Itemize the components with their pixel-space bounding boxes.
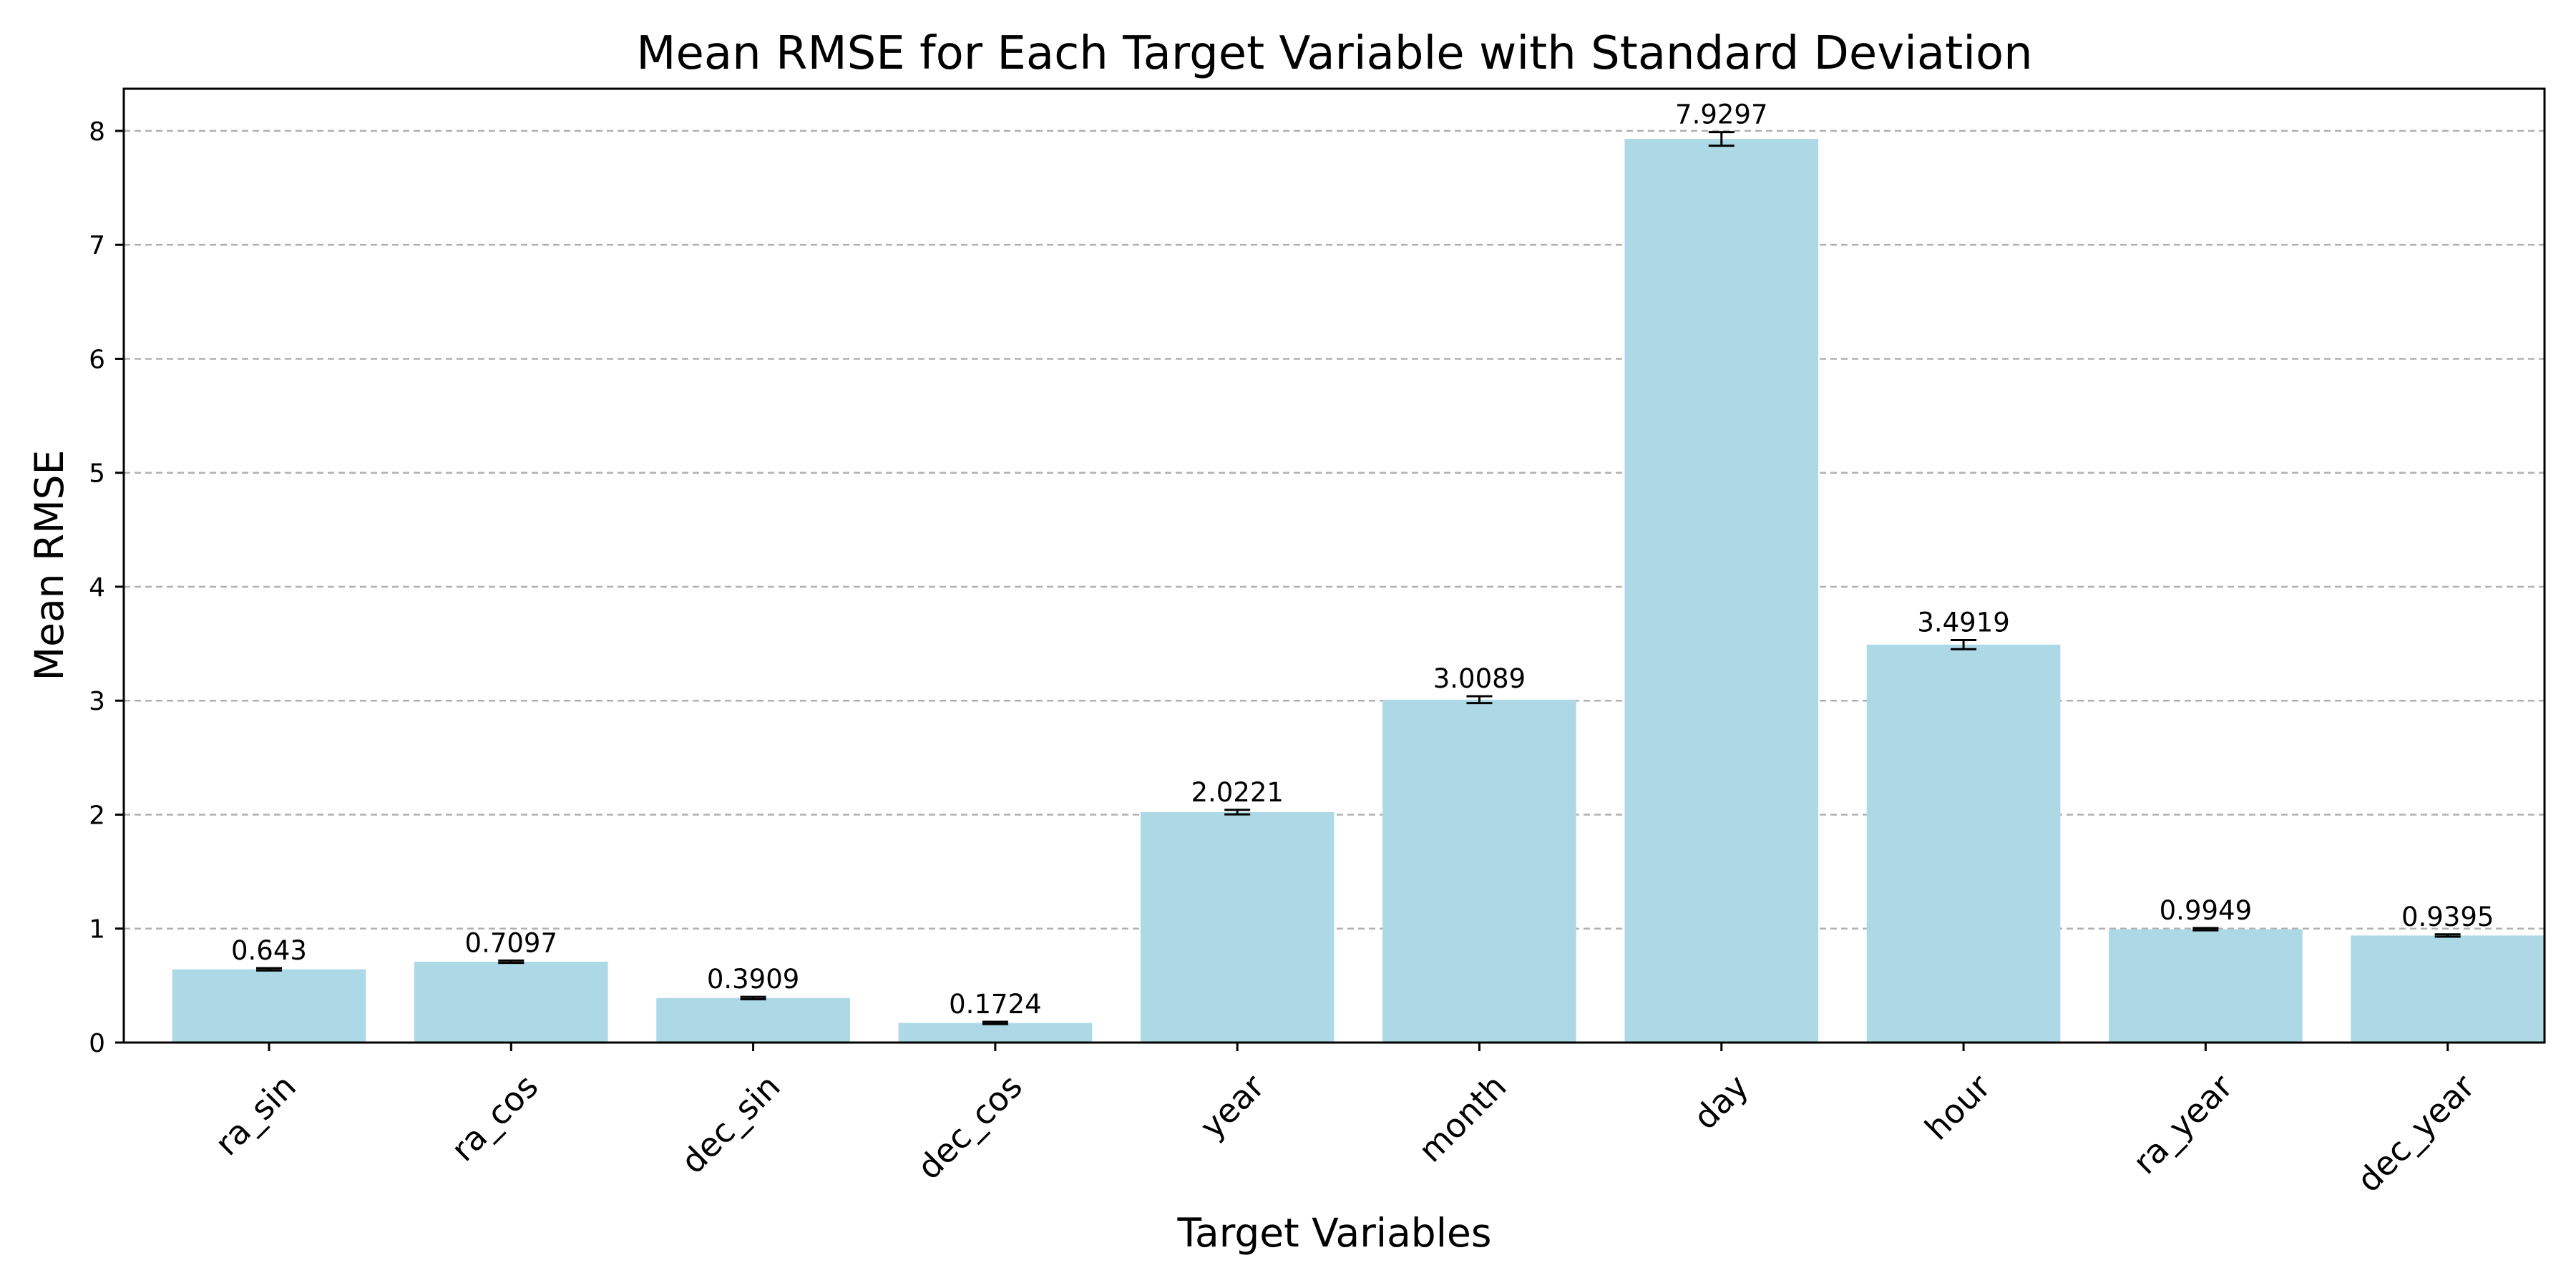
value-label: 0.7097 — [465, 927, 557, 958]
bar — [1866, 644, 2061, 1043]
bar — [2351, 935, 2545, 1043]
value-label: 3.0089 — [1433, 663, 1526, 694]
bar — [1624, 139, 1819, 1043]
value-label: 3.4919 — [1917, 608, 2009, 638]
y-tick-label: 4 — [89, 573, 105, 602]
y-tick-label: 7 — [89, 231, 105, 260]
y-tick-label: 6 — [89, 345, 105, 374]
chart-title: Mean RMSE for Each Target Variable with … — [636, 27, 2032, 80]
y-axis-label: Mean RMSE — [26, 450, 72, 681]
y-tick-label: 5 — [89, 459, 105, 489]
y-tick-label: 2 — [89, 801, 105, 830]
value-label: 0.9949 — [2160, 895, 2252, 926]
y-tick-label: 8 — [89, 117, 105, 147]
bar — [2109, 929, 2303, 1043]
x-axis-label: Target Variables — [1177, 1210, 1492, 1256]
y-tick-label: 3 — [89, 687, 105, 716]
bar — [656, 997, 850, 1043]
bars — [172, 139, 2545, 1043]
bar — [414, 961, 608, 1043]
bar — [898, 1023, 1093, 1043]
value-label: 0.3909 — [707, 964, 799, 995]
y-tick-label: 1 — [89, 915, 105, 945]
value-label: 7.9297 — [1675, 99, 1767, 130]
value-label: 0.643 — [231, 935, 307, 966]
error-bars — [255, 131, 2461, 1025]
value-label: 0.9395 — [2401, 902, 2494, 932]
y-tick-label: 0 — [89, 1029, 105, 1058]
value-labels: 0.643 0.7097 0.3909 0.1724 2.0221 3.0089 7.929… — [231, 99, 2494, 1020]
bar — [1140, 811, 1335, 1043]
value-label: 0.1724 — [949, 989, 1041, 1020]
bar — [172, 969, 366, 1043]
y-axis-ticks: 0 1 2 3 4 5 6 7 8 — [89, 117, 124, 1058]
value-label: 2.0221 — [1191, 777, 1283, 808]
plot-frame — [122, 87, 2546, 1044]
bar — [1382, 699, 1576, 1043]
